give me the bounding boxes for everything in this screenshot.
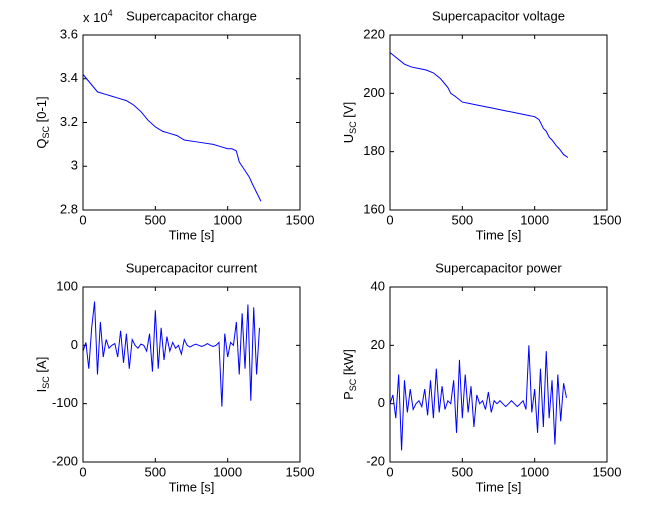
y-tick-label: 160 bbox=[363, 201, 385, 216]
y-axis-label-part: Q bbox=[34, 139, 49, 149]
y-axis-label: PSC [kW] bbox=[341, 349, 358, 400]
axes-box bbox=[389, 286, 608, 463]
y-tick-label: -200 bbox=[52, 453, 78, 468]
subplot: 0 500 1000 1500 160 180 200 220 Supercapacitor v… bbox=[341, 8, 621, 242]
y-tick-label: 200 bbox=[363, 85, 385, 100]
x-tick-label: 0 bbox=[79, 212, 86, 227]
x-tick-label: 1500 bbox=[286, 464, 315, 479]
y-tick-label: 100 bbox=[56, 278, 78, 293]
x-tick-label: 1000 bbox=[213, 464, 242, 479]
x-tick-label: 500 bbox=[451, 464, 473, 479]
subplot-title: Supercapacitor voltage bbox=[432, 8, 565, 23]
data-line bbox=[389, 345, 567, 451]
x-tick-label: 1000 bbox=[520, 212, 549, 227]
x-tick-label: 1000 bbox=[213, 212, 242, 227]
subplot: 0 500 1000 1500 -200 -100 0 100 Supercapacitor c… bbox=[34, 260, 314, 494]
y-axis-label-part: P bbox=[341, 391, 356, 400]
y-axis-label-part: SC bbox=[41, 376, 51, 389]
x-tick-label: 0 bbox=[386, 464, 393, 479]
y-tick-label: 180 bbox=[363, 143, 385, 158]
y-axis-label-part: I bbox=[34, 389, 49, 393]
y-axis-label: USC [V] bbox=[341, 102, 358, 143]
x-tick-label: 1500 bbox=[593, 212, 622, 227]
y-exponent: x 104 bbox=[83, 8, 113, 25]
y-axis-label-part: [kW] bbox=[341, 349, 356, 379]
y-tick-label: 220 bbox=[363, 26, 385, 41]
plot-area bbox=[390, 35, 607, 210]
y-tick-label: -100 bbox=[52, 395, 78, 410]
y-axis-label-part: [A] bbox=[34, 357, 49, 377]
x-tick-label: 1500 bbox=[593, 464, 622, 479]
x-tick-label: 500 bbox=[144, 212, 166, 227]
subplot-title: Supercapacitor charge bbox=[126, 8, 257, 23]
subplot: 0 500 1000 1500 2.8 3 3.2 3.4 3.6 Supercapacitor … bbox=[34, 8, 314, 242]
axes-box bbox=[82, 34, 301, 211]
y-axis-label-part: [V] bbox=[341, 102, 356, 122]
plot-area bbox=[83, 35, 300, 210]
y-tick-label: 3.4 bbox=[60, 70, 78, 85]
x-axis-label: Time [s] bbox=[476, 227, 522, 242]
y-axis-label-part: U bbox=[341, 134, 356, 143]
y-exponent-power: 4 bbox=[108, 8, 113, 18]
y-tick-label: 3.6 bbox=[60, 26, 78, 41]
axes-box bbox=[82, 286, 301, 463]
y-tick-label: 0 bbox=[71, 337, 78, 352]
x-tick-label: 1000 bbox=[520, 464, 549, 479]
y-axis-label-part: SC bbox=[41, 126, 51, 139]
y-tick-label: 20 bbox=[371, 337, 385, 352]
y-tick-label: 40 bbox=[371, 278, 385, 293]
y-tick-label: 0 bbox=[378, 395, 385, 410]
x-axis-label: Time [s] bbox=[476, 479, 522, 494]
y-axis-label-part: SC bbox=[348, 378, 358, 391]
data-line bbox=[82, 74, 262, 202]
subplot-title: Supercapacitor power bbox=[435, 260, 562, 275]
x-tick-label: 0 bbox=[79, 464, 86, 479]
y-tick-label: 3 bbox=[71, 158, 78, 173]
x-tick-label: 1500 bbox=[286, 212, 315, 227]
data-line bbox=[389, 52, 569, 158]
axes-box bbox=[389, 34, 608, 211]
y-axis-label: QSC [0-1] bbox=[34, 96, 51, 148]
x-tick-label: 0 bbox=[386, 212, 393, 227]
y-tick-label: 3.2 bbox=[60, 114, 78, 129]
subplot-title: Supercapacitor current bbox=[126, 260, 258, 275]
x-tick-label: 500 bbox=[451, 212, 473, 227]
y-tick-label: 2.8 bbox=[60, 201, 78, 216]
y-axis-label-part: SC bbox=[348, 121, 358, 134]
y-exponent-base: x 10 bbox=[83, 10, 108, 25]
x-tick-label: 500 bbox=[144, 464, 166, 479]
y-axis-label-part: [0-1] bbox=[34, 96, 49, 126]
data-line bbox=[82, 301, 260, 407]
plot-area bbox=[83, 287, 300, 462]
plot-area bbox=[390, 287, 607, 462]
y-axis-label: ISC [A] bbox=[34, 357, 51, 393]
y-tick-label: -20 bbox=[366, 453, 385, 468]
x-axis-label: Time [s] bbox=[169, 227, 215, 242]
x-axis-label: Time [s] bbox=[169, 479, 215, 494]
